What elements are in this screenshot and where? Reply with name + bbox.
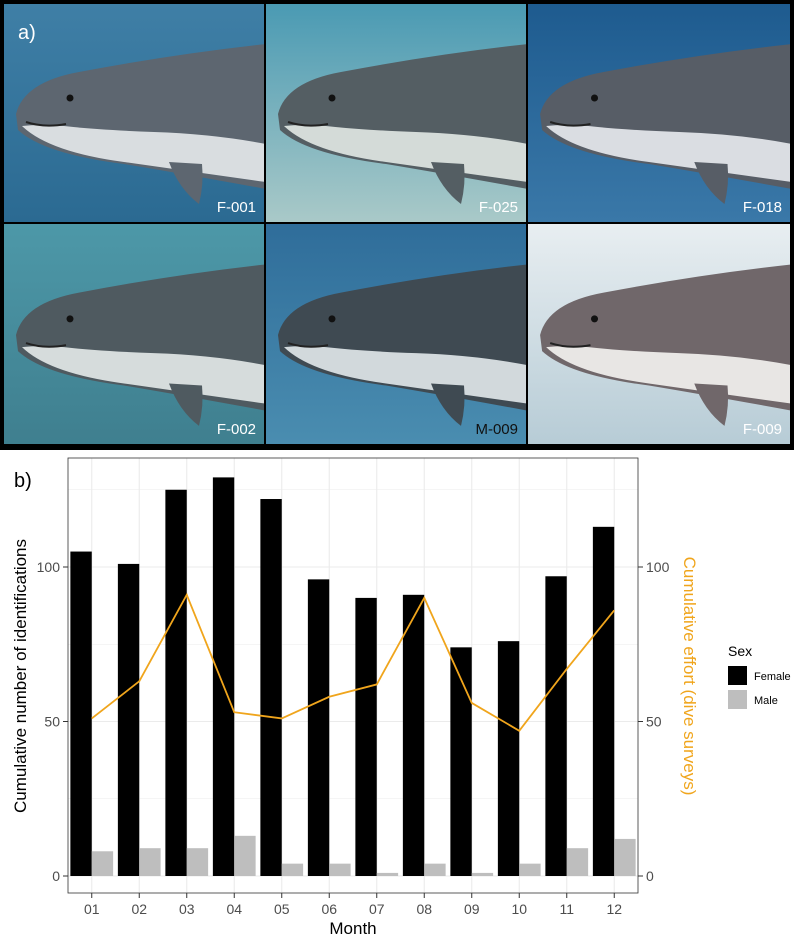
bar-male-03 bbox=[187, 848, 208, 876]
bar-female-07 bbox=[355, 598, 376, 876]
shark-id-label: F-018 bbox=[743, 199, 782, 216]
shark-eye bbox=[591, 315, 598, 322]
bar-male-11 bbox=[567, 848, 588, 876]
x-tick-label: 12 bbox=[606, 901, 622, 917]
x-tick-label: 11 bbox=[559, 901, 574, 917]
x-tick-label: 07 bbox=[369, 901, 385, 917]
y2-tick-label: 100 bbox=[646, 559, 670, 575]
bar-male-09 bbox=[472, 873, 493, 876]
panel-a-label: a) bbox=[18, 22, 36, 45]
shark-illustration bbox=[4, 224, 264, 444]
shark-id-label: F-001 bbox=[217, 199, 256, 216]
bar-female-04 bbox=[213, 477, 234, 876]
shark-photo-f001: F-001 bbox=[4, 4, 264, 222]
shark-id-label: M-009 bbox=[475, 421, 518, 438]
y2-tick-label: 50 bbox=[646, 714, 662, 730]
x-tick-label: 10 bbox=[511, 901, 527, 917]
shark-illustration bbox=[4, 4, 264, 222]
y-axis-title: Cumulative number of identifications bbox=[11, 539, 30, 813]
shark-illustration bbox=[528, 4, 790, 222]
shark-eye bbox=[67, 315, 74, 322]
bar-male-01 bbox=[92, 851, 113, 876]
legend-title: Sex bbox=[728, 643, 752, 659]
x-axis-title: Month bbox=[329, 919, 376, 938]
shark-photo-m009: M-009 bbox=[266, 224, 526, 444]
shark-eye bbox=[329, 95, 336, 102]
bar-male-12 bbox=[614, 839, 635, 876]
y2-tick-label: 0 bbox=[646, 868, 654, 884]
x-tick-label: 01 bbox=[84, 901, 100, 917]
bar-female-03 bbox=[165, 490, 186, 876]
shark-id-label: F-002 bbox=[217, 421, 256, 438]
y-tick-label: 50 bbox=[44, 714, 60, 730]
x-tick-label: 05 bbox=[274, 901, 290, 917]
legend-swatch-male bbox=[728, 690, 747, 709]
shark-illustration bbox=[528, 224, 790, 444]
shark-eye bbox=[329, 315, 336, 322]
bar-male-05 bbox=[282, 864, 303, 876]
legend: Sex Female Male bbox=[728, 643, 791, 709]
bar-female-09 bbox=[450, 647, 471, 876]
bar-male-07 bbox=[377, 873, 398, 876]
x-tick-label: 08 bbox=[416, 901, 432, 917]
x-tick-label: 04 bbox=[226, 901, 242, 917]
shark-photo-f025: F-025 bbox=[266, 4, 526, 222]
bar-male-10 bbox=[519, 864, 540, 876]
x-tick-label: 09 bbox=[464, 901, 480, 917]
shark-photo-f018: F-018 bbox=[528, 4, 790, 222]
bar-female-08 bbox=[403, 595, 424, 876]
bar-female-06 bbox=[308, 579, 329, 876]
bar-female-12 bbox=[593, 527, 614, 876]
x-tick-label: 03 bbox=[179, 901, 195, 917]
y-tick-label: 0 bbox=[52, 868, 60, 884]
x-tick-label: 02 bbox=[131, 901, 147, 917]
y-tick-label: 100 bbox=[37, 559, 61, 575]
shark-eye bbox=[67, 95, 74, 102]
bar-female-10 bbox=[498, 641, 519, 876]
legend-label-male: Male bbox=[754, 695, 778, 707]
shark-illustration bbox=[266, 4, 526, 222]
shark-illustration bbox=[266, 224, 526, 444]
shark-eye bbox=[591, 95, 598, 102]
bar-female-11 bbox=[545, 576, 566, 876]
shark-id-label: F-009 bbox=[743, 421, 782, 438]
bar-male-08 bbox=[424, 864, 445, 876]
bar-male-02 bbox=[139, 848, 160, 876]
bars bbox=[70, 477, 635, 876]
identifications-chart: 01 02 03 04 05 06 07 08 09 10 11 12 0 50 100 0 50 100 Mon… bbox=[0, 450, 794, 944]
bar-female-01 bbox=[70, 552, 91, 876]
legend-label-female: Female bbox=[754, 671, 791, 683]
shark-photo-f002: F-002 bbox=[4, 224, 264, 444]
shark-photo-f009: F-009 bbox=[528, 224, 790, 444]
shark-id-label: F-025 bbox=[479, 199, 518, 216]
x-tick-label: 06 bbox=[321, 901, 337, 917]
bar-female-05 bbox=[260, 499, 281, 876]
shark-photo-panel: F-001 F-025 F-018 F-002 M-009 F-009 a) bbox=[0, 0, 794, 450]
y2-axis-title: Cumulative effort (dive surveys) bbox=[680, 557, 699, 796]
bar-male-06 bbox=[329, 864, 350, 876]
legend-swatch-female bbox=[728, 666, 747, 685]
bar-male-04 bbox=[234, 836, 255, 876]
bar-female-02 bbox=[118, 564, 139, 876]
